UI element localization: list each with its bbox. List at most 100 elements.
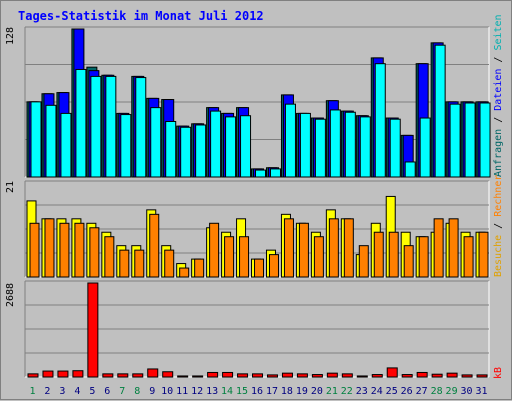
bar-seiten-day-15 bbox=[240, 115, 252, 178]
bar-rechner-day-11 bbox=[179, 267, 190, 278]
bar-seiten-day-19 bbox=[299, 112, 311, 178]
bar-kb-day-4 bbox=[72, 370, 84, 378]
day-label-28: 28 bbox=[431, 386, 443, 397]
bar-seiten-day-5 bbox=[90, 75, 102, 178]
bar-seiten-day-3 bbox=[60, 112, 72, 178]
day-label-18: 18 bbox=[281, 386, 293, 397]
day-label-1: 1 bbox=[29, 386, 35, 397]
bar-kb-day-10 bbox=[162, 371, 174, 378]
bar-kb-day-7 bbox=[117, 373, 129, 378]
day-label-2: 2 bbox=[44, 386, 50, 397]
bar-seiten-day-12 bbox=[195, 124, 207, 178]
bar-seiten-day-13 bbox=[210, 110, 222, 178]
bar-rechner-day-14 bbox=[224, 236, 235, 278]
day-label-20: 20 bbox=[311, 386, 323, 397]
bar-kb-day-22 bbox=[341, 373, 353, 378]
bar-rechner-day-7 bbox=[119, 249, 130, 278]
bar-seiten-day-8 bbox=[135, 77, 147, 178]
bar-kb-day-27 bbox=[416, 371, 428, 378]
bar-kb-day-16 bbox=[252, 373, 264, 378]
bar-seiten-day-26 bbox=[404, 161, 416, 178]
bar-rechner-day-29 bbox=[448, 218, 459, 278]
bar-rechner-day-20 bbox=[313, 236, 324, 278]
day-label-12: 12 bbox=[191, 386, 203, 397]
day-label-8: 8 bbox=[134, 386, 140, 397]
bar-rechner-day-16 bbox=[254, 258, 265, 278]
bar-rechner-day-2 bbox=[44, 218, 55, 278]
bar-seiten-day-25 bbox=[389, 118, 401, 178]
bar-seiten-day-7 bbox=[120, 114, 132, 178]
bar-kb-day-11 bbox=[177, 375, 189, 378]
bar-seiten-day-1 bbox=[30, 101, 42, 178]
bar-kb-day-20 bbox=[311, 374, 323, 378]
bar-rechner-day-26 bbox=[403, 245, 414, 278]
bar-seiten-day-31 bbox=[479, 102, 491, 178]
bar-seiten-day-6 bbox=[105, 75, 117, 178]
bar-rechner-day-13 bbox=[209, 222, 220, 278]
bar-kb-day-12 bbox=[192, 375, 204, 378]
bar-rechner-day-10 bbox=[164, 249, 175, 278]
bar-kb-day-15 bbox=[237, 373, 249, 378]
bar-rechner-day-5 bbox=[89, 227, 100, 278]
bar-kb-day-13 bbox=[207, 371, 219, 378]
day-label-25: 25 bbox=[386, 386, 398, 397]
bar-rechner-day-1 bbox=[29, 222, 40, 278]
day-label-29: 29 bbox=[446, 386, 458, 397]
bar-rechner-day-25 bbox=[388, 231, 399, 278]
day-label-17: 17 bbox=[266, 386, 278, 397]
bar-seiten-day-18 bbox=[284, 103, 296, 178]
day-label-21: 21 bbox=[326, 386, 338, 397]
day-label-11: 11 bbox=[176, 386, 188, 397]
bar-kb-day-1 bbox=[27, 373, 39, 378]
day-label-15: 15 bbox=[236, 386, 248, 397]
bar-seiten-day-24 bbox=[374, 63, 386, 178]
bar-kb-day-26 bbox=[401, 374, 413, 378]
bar-kb-day-9 bbox=[147, 368, 159, 378]
bar-rechner-day-27 bbox=[418, 236, 429, 278]
bar-rechner-day-18 bbox=[283, 218, 294, 278]
day-label-19: 19 bbox=[296, 386, 308, 397]
bar-seiten-day-16 bbox=[255, 169, 267, 178]
bar-kb-day-5 bbox=[87, 282, 99, 378]
bar-kb-day-30 bbox=[461, 374, 473, 378]
bar-seiten-day-9 bbox=[150, 107, 162, 178]
bar-seiten-day-22 bbox=[344, 111, 356, 178]
bar-rechner-day-19 bbox=[298, 222, 309, 278]
day-label-24: 24 bbox=[371, 386, 383, 397]
bar-kb-day-31 bbox=[476, 374, 488, 378]
bar-rechner-day-22 bbox=[343, 218, 354, 278]
bar-seiten-day-29 bbox=[449, 103, 461, 178]
bar-seiten-day-4 bbox=[75, 68, 87, 178]
bar-seiten-day-14 bbox=[225, 116, 237, 178]
bar-kb-day-6 bbox=[102, 373, 114, 378]
day-label-10: 10 bbox=[161, 386, 173, 397]
chart-title: Tages-Statistik im Monat Juli 2012 bbox=[18, 9, 264, 23]
day-label-3: 3 bbox=[59, 386, 65, 397]
bar-rechner-day-23 bbox=[358, 245, 369, 278]
day-label-13: 13 bbox=[206, 386, 218, 397]
bar-kb-day-14 bbox=[222, 371, 234, 378]
bar-kb-day-8 bbox=[132, 373, 144, 378]
bar-rechner-day-31 bbox=[478, 231, 489, 278]
bar-seiten-day-10 bbox=[165, 121, 177, 178]
bar-rechner-day-24 bbox=[373, 231, 384, 278]
bar-rechner-day-21 bbox=[328, 218, 339, 278]
bar-kb-day-23 bbox=[356, 375, 368, 378]
bar-rechner-day-12 bbox=[194, 258, 205, 278]
bar-rechner-day-4 bbox=[74, 222, 85, 278]
bar-kb-day-19 bbox=[296, 373, 308, 378]
bar-seiten-day-23 bbox=[359, 116, 371, 178]
day-label-27: 27 bbox=[416, 386, 428, 397]
bar-rechner-day-28 bbox=[433, 218, 444, 278]
bar-seiten-day-27 bbox=[419, 117, 431, 178]
bar-rechner-day-8 bbox=[134, 249, 145, 278]
day-label-26: 26 bbox=[401, 386, 413, 397]
bar-rechner-day-15 bbox=[239, 236, 250, 278]
bar-seiten-day-30 bbox=[464, 102, 476, 178]
day-label-31: 31 bbox=[475, 386, 487, 397]
bar-kb-day-3 bbox=[57, 370, 69, 378]
day-label-16: 16 bbox=[251, 386, 263, 397]
bar-seiten-day-28 bbox=[434, 44, 446, 178]
